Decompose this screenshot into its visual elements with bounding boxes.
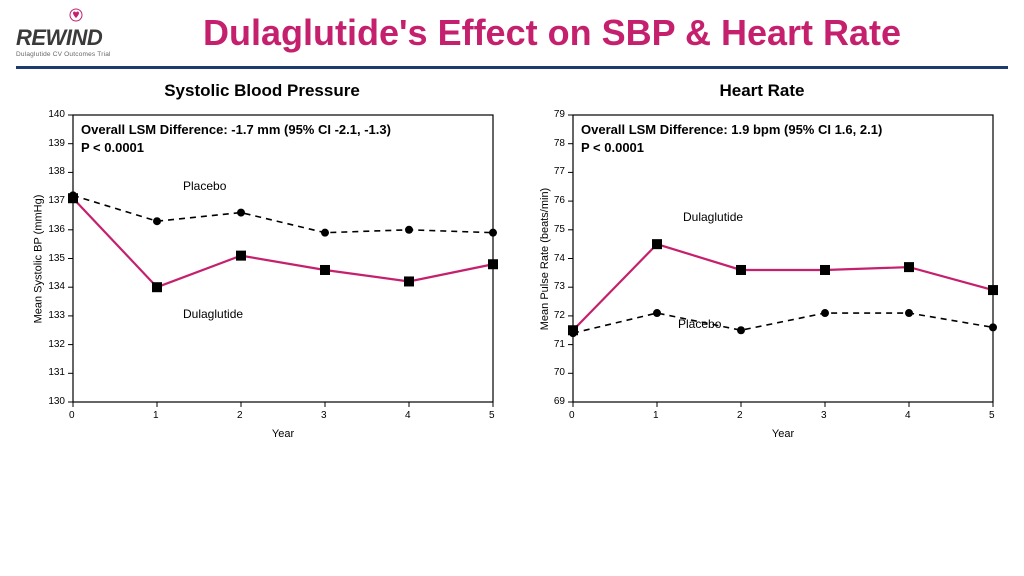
series-label: Dulaglutide [183, 307, 243, 321]
y-axis-label: Mean Systolic BP (mmHg) [32, 194, 44, 323]
y-tick-label: 71 [554, 339, 565, 350]
x-tick-label: 5 [989, 410, 995, 421]
y-tick-label: 74 [554, 253, 565, 264]
y-tick-label: 134 [48, 281, 65, 292]
series-label: Dulaglutide [683, 210, 743, 224]
chart-right-plot: 69 70 71 72 73 74 75 76 77 78 79 0 1 2 3 4 5 Mean Pulse R… [518, 107, 1006, 447]
x-tick-label: 3 [321, 410, 327, 421]
y-tick-label: 136 [48, 224, 65, 235]
y-axis-label: Mean Pulse Rate (beats/min) [539, 187, 551, 329]
chart-left-title: Systolic Blood Pressure [18, 81, 506, 101]
x-tick-label: 0 [69, 410, 75, 421]
x-tick-label: 2 [237, 410, 243, 421]
x-tick-label: 4 [405, 410, 411, 421]
chart-right-panel: Heart Rate 69 70 71 72 73 74 75 76 77 78 79 0 1 2 3 4 5 M… [518, 81, 1006, 447]
y-tick-label: 137 [48, 195, 65, 206]
chart-left-plot: 130 131 132 133 134 135 136 137 138 139 140 0 1 2 3 4 5 M… [18, 107, 506, 447]
x-tick-label: 2 [737, 410, 743, 421]
x-tick-label: 0 [569, 410, 575, 421]
y-tick-label: 132 [48, 339, 65, 350]
rewind-logo: REWIND Dulaglutide CV Outcomes Trial [16, 8, 136, 58]
y-tick-label: 76 [554, 195, 565, 206]
y-tick-label: 77 [554, 166, 565, 177]
slide-title: Dulaglutide's Effect on SBP & Heart Rate [136, 12, 1008, 54]
series-label: Placebo [678, 317, 721, 331]
y-tick-label: 69 [554, 396, 565, 407]
x-tick-label: 5 [489, 410, 495, 421]
x-axis-label: Year [272, 428, 294, 440]
y-tick-label: 75 [554, 224, 565, 235]
x-tick-label: 3 [821, 410, 827, 421]
y-tick-label: 70 [554, 367, 565, 378]
chart-annotation: Overall LSM Difference: 1.9 bpm (95% CI … [581, 121, 882, 156]
series-label: Placebo [183, 179, 226, 193]
chart-left-panel: Systolic Blood Pressure 1301311321331341… [18, 81, 506, 447]
y-tick-label: 79 [554, 109, 565, 120]
y-tick-label: 78 [554, 138, 565, 149]
y-tick-label: 131 [48, 367, 65, 378]
slide-header: REWIND Dulaglutide CV Outcomes Trial Dul… [0, 0, 1024, 62]
chart-right-title: Heart Rate [518, 81, 1006, 101]
y-tick-label: 133 [48, 310, 65, 321]
x-tick-label: 1 [153, 410, 159, 421]
y-tick-label: 73 [554, 281, 565, 292]
logo-text: REWIND [16, 25, 136, 51]
y-tick-label: 139 [48, 138, 65, 149]
y-tick-label: 130 [48, 396, 65, 407]
logo-subtitle: Dulaglutide CV Outcomes Trial [16, 51, 136, 58]
x-tick-label: 4 [905, 410, 911, 421]
charts-row: Systolic Blood Pressure 1301311321331341… [0, 69, 1024, 447]
x-axis-label: Year [772, 428, 794, 440]
y-tick-label: 138 [48, 166, 65, 177]
y-tick-label: 140 [48, 109, 65, 120]
x-tick-label: 1 [653, 410, 659, 421]
y-tick-label: 72 [554, 310, 565, 321]
y-tick-label: 135 [48, 253, 65, 264]
chart-annotation: Overall LSM Difference: -1.7 mm (95% CI … [81, 121, 391, 156]
